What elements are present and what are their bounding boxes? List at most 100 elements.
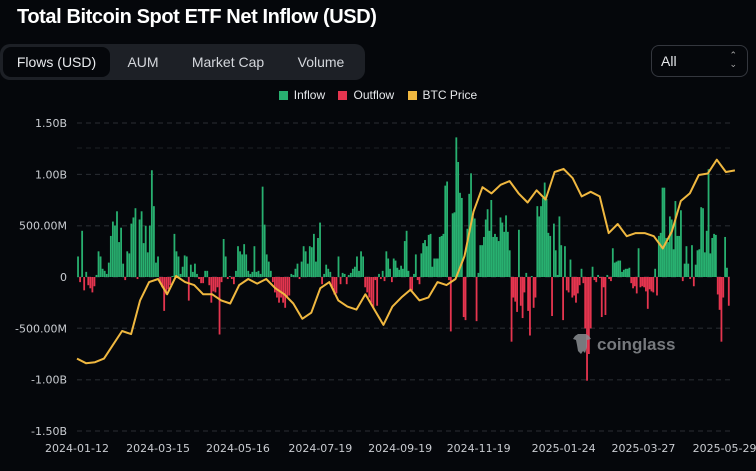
inflow-bar[interactable] — [713, 233, 715, 277]
outflow-bar[interactable] — [220, 277, 223, 283]
outflow-bar[interactable] — [567, 277, 570, 293]
inflow-bar[interactable] — [259, 273, 262, 277]
inflow-bar[interactable] — [455, 137, 458, 277]
inflow-bar[interactable] — [670, 219, 673, 277]
inflow-bar[interactable] — [349, 272, 352, 277]
outflow-bar[interactable] — [681, 277, 684, 282]
inflow-bar[interactable] — [564, 246, 566, 277]
inflow-bar[interactable] — [457, 162, 460, 277]
outflow-bar[interactable] — [87, 277, 90, 286]
outflow-bar[interactable] — [523, 277, 526, 293]
inflow-bar[interactable] — [194, 263, 196, 277]
inflow-bar[interactable] — [497, 241, 500, 277]
inflow-bar[interactable] — [325, 264, 328, 277]
range-select[interactable]: All ⌃ ⌄ — [651, 45, 748, 77]
inflow-bar[interactable] — [597, 274, 599, 277]
outflow-bar[interactable] — [635, 277, 638, 294]
inflow-bar[interactable] — [185, 256, 188, 277]
inflow-bar[interactable] — [471, 216, 474, 277]
outflow-bar[interactable] — [339, 277, 342, 285]
inflow-bar[interactable] — [315, 261, 317, 277]
inflow-bar[interactable] — [711, 237, 714, 277]
outflow-bar[interactable] — [167, 277, 170, 290]
inflow-bar[interactable] — [358, 270, 360, 277]
inflow-bar[interactable] — [327, 268, 330, 277]
inflow-bar[interactable] — [667, 242, 669, 277]
inflow-bar[interactable] — [394, 260, 397, 277]
inflow-bar[interactable] — [606, 274, 609, 277]
legend-inflow[interactable]: Inflow — [278, 88, 325, 102]
inflow-bar[interactable] — [637, 248, 640, 277]
inflow-bar[interactable] — [442, 233, 445, 277]
inflow-bar[interactable] — [95, 274, 98, 277]
inflow-bar[interactable] — [488, 230, 491, 277]
inflow-bar[interactable] — [709, 253, 712, 277]
outflow-bar[interactable] — [163, 277, 166, 311]
outflow-bar[interactable] — [321, 277, 323, 285]
inflow-bar[interactable] — [558, 216, 561, 277]
inflow-bar[interactable] — [554, 250, 557, 277]
inflow-bar[interactable] — [319, 222, 321, 277]
inflow-bar[interactable] — [495, 236, 498, 277]
inflow-bar[interactable] — [241, 254, 244, 277]
inflow-bar[interactable] — [247, 270, 250, 277]
inflow-bar[interactable] — [183, 255, 186, 277]
outflow-bar[interactable] — [271, 277, 274, 283]
inflow-bar[interactable] — [543, 182, 546, 277]
inflow-bar[interactable] — [549, 235, 552, 277]
outflow-bar[interactable] — [409, 277, 412, 291]
tab-market-cap[interactable]: Market Cap — [191, 54, 265, 70]
inflow-bar[interactable] — [446, 181, 449, 277]
outflow-bar[interactable] — [639, 277, 642, 288]
inflow-bar[interactable] — [477, 272, 480, 277]
inflow-bar[interactable] — [481, 245, 483, 277]
inflow-bar[interactable] — [304, 251, 307, 277]
inflow-bar[interactable] — [251, 271, 254, 277]
inflow-bar[interactable] — [351, 268, 354, 277]
outflow-bar[interactable] — [589, 277, 592, 329]
outflow-bar[interactable] — [512, 277, 515, 298]
inflow-bar[interactable] — [508, 250, 511, 277]
inflow-bar[interactable] — [138, 219, 141, 277]
inflow-bar[interactable] — [312, 233, 315, 277]
inflow-bar[interactable] — [132, 217, 135, 277]
inflow-bar[interactable] — [414, 254, 417, 277]
inflow-bar[interactable] — [189, 264, 192, 277]
inflow-bar[interactable] — [97, 251, 100, 277]
inflow-bar[interactable] — [302, 246, 305, 277]
tab-volume[interactable]: Volume — [297, 54, 345, 70]
outflow-bar[interactable] — [604, 277, 607, 315]
inflow-bar[interactable] — [552, 223, 555, 277]
inflow-bar[interactable] — [155, 262, 157, 277]
inflow-bar[interactable] — [343, 273, 346, 277]
outflow-bar[interactable] — [230, 277, 233, 280]
inflow-bar[interactable] — [683, 263, 686, 277]
outflow-bar[interactable] — [599, 277, 601, 279]
inflow-bar[interactable] — [619, 260, 622, 277]
inflow-bar[interactable] — [663, 187, 666, 277]
outflow-bar[interactable] — [608, 277, 611, 280]
outflow-bar[interactable] — [584, 277, 587, 329]
inflow-bar[interactable] — [698, 249, 701, 277]
inflow-bar[interactable] — [237, 246, 239, 277]
inflow-bar[interactable] — [294, 268, 297, 277]
inflow-bar[interactable] — [263, 224, 266, 277]
inflow-bar[interactable] — [540, 206, 542, 277]
outflow-bar[interactable] — [727, 277, 730, 306]
inflow-bar[interactable] — [403, 241, 406, 277]
outflow-bar[interactable] — [516, 277, 518, 312]
outflow-bar[interactable] — [366, 277, 369, 293]
inflow-bar[interactable] — [657, 235, 660, 277]
outflow-bar[interactable] — [124, 277, 127, 281]
outflow-bar[interactable] — [462, 277, 465, 318]
inflow-bar[interactable] — [694, 264, 697, 277]
inflow-bar[interactable] — [466, 228, 469, 277]
inflow-bar[interactable] — [235, 270, 237, 277]
inflow-bar[interactable] — [659, 232, 662, 277]
inflow-bar[interactable] — [556, 274, 559, 277]
outflow-bar[interactable] — [595, 277, 598, 283]
inflow-bar[interactable] — [360, 251, 362, 277]
outflow-bar[interactable] — [232, 277, 235, 285]
inflow-bar[interactable] — [109, 235, 112, 277]
inflow-bar[interactable] — [724, 236, 727, 277]
